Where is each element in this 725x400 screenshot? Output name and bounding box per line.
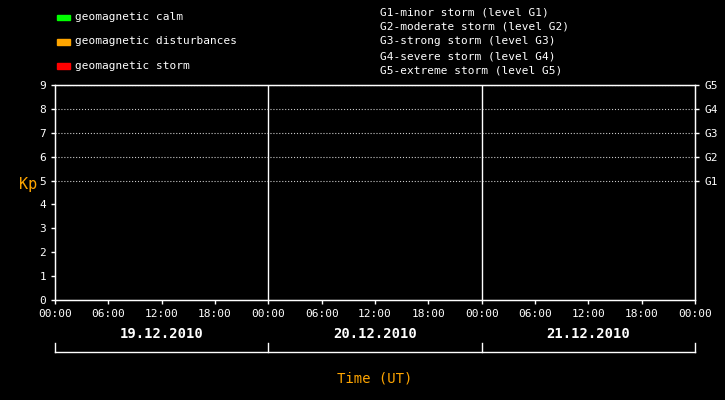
Bar (57, 39, 70, 44)
Bar (57, 63, 70, 69)
Text: G2-moderate storm (level G2): G2-moderate storm (level G2) (381, 22, 569, 32)
Text: geomagnetic disturbances: geomagnetic disturbances (75, 36, 237, 46)
Bar (57, 15, 70, 20)
Text: G5-extreme storm (level G5): G5-extreme storm (level G5) (381, 66, 563, 76)
Text: G4-severe storm (level G4): G4-severe storm (level G4) (381, 51, 556, 61)
Text: geomagnetic calm: geomagnetic calm (75, 12, 183, 22)
Text: 20.12.2010: 20.12.2010 (333, 327, 417, 341)
Text: geomagnetic storm: geomagnetic storm (75, 61, 189, 71)
Text: Time (UT): Time (UT) (337, 371, 413, 385)
Text: 19.12.2010: 19.12.2010 (120, 327, 204, 341)
Text: G1-minor storm (level G1): G1-minor storm (level G1) (381, 7, 549, 17)
Text: G3-strong storm (level G3): G3-strong storm (level G3) (381, 36, 556, 46)
Text: 21.12.2010: 21.12.2010 (547, 327, 630, 341)
Y-axis label: Kp: Kp (19, 178, 37, 192)
